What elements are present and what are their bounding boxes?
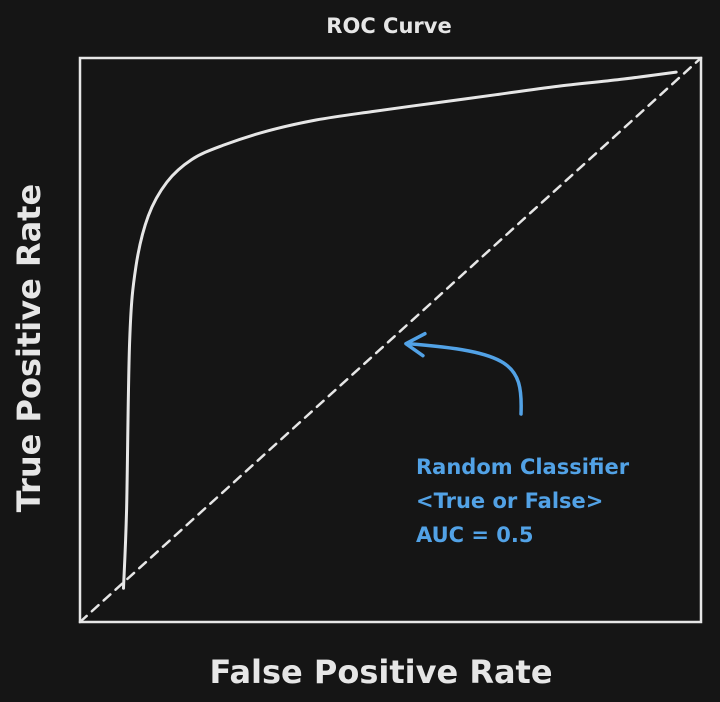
random-classifier-diagonal: [78, 56, 703, 624]
annotation-layer: Random Classifier <True or False> AUC = …: [404, 331, 630, 547]
series-layer: [78, 56, 703, 624]
annotation-line-2: <True or False>: [416, 489, 603, 513]
annotation-line-1: Random Classifier: [416, 455, 630, 479]
plot-frame: [78, 56, 703, 624]
x-axis-label: False Positive Rate: [209, 653, 552, 691]
annotation-arrow: [405, 341, 523, 416]
chart-title: ROC Curve: [326, 14, 451, 38]
y-axis-label: True Positive Rate: [10, 184, 48, 512]
annotation-line-3: AUC = 0.5: [416, 523, 534, 547]
roc-curve-line: [122, 70, 678, 590]
annotation-arrowhead: [404, 331, 427, 358]
